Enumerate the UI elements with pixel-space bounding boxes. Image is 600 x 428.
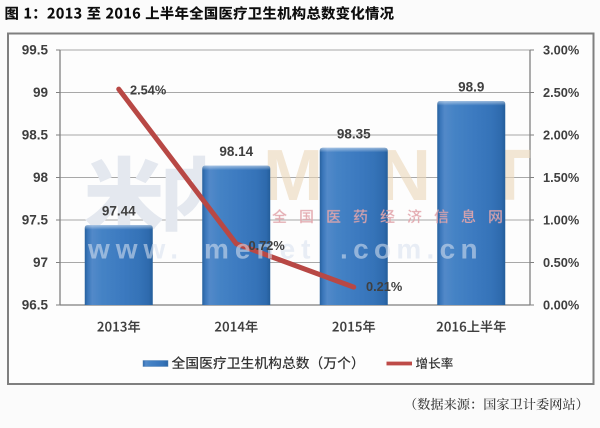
svg-text:www.: www. [87, 234, 184, 265]
svg-text:97: 97 [33, 255, 48, 270]
svg-text:.com.cn: .com.cn [340, 234, 483, 265]
svg-text:98.35: 98.35 [337, 126, 371, 141]
svg-text:3.00%: 3.00% [543, 42, 580, 57]
svg-text:0.72%: 0.72% [249, 238, 286, 253]
svg-text:98.5: 98.5 [22, 128, 49, 143]
svg-text:98: 98 [33, 170, 49, 185]
svg-text:99.5: 99.5 [22, 43, 49, 58]
svg-text:2.50%: 2.50% [543, 85, 580, 100]
svg-text:1.50%: 1.50% [543, 170, 580, 185]
svg-text:2.00%: 2.00% [543, 127, 580, 142]
svg-text:96.5: 96.5 [22, 298, 49, 313]
svg-text:menet: menet [204, 234, 316, 265]
svg-text:0.00%: 0.00% [543, 297, 580, 312]
svg-text:97.5: 97.5 [22, 213, 49, 228]
svg-text:97.44: 97.44 [102, 204, 136, 219]
svg-text:2.54%: 2.54% [130, 83, 167, 98]
svg-text:99: 99 [33, 85, 48, 100]
svg-text:98.9: 98.9 [458, 80, 484, 95]
svg-text:98.14: 98.14 [219, 144, 253, 159]
svg-text:0.21%: 0.21% [366, 279, 403, 294]
svg-text:0.50%: 0.50% [543, 255, 580, 270]
svg-text:1.00%: 1.00% [543, 212, 580, 227]
